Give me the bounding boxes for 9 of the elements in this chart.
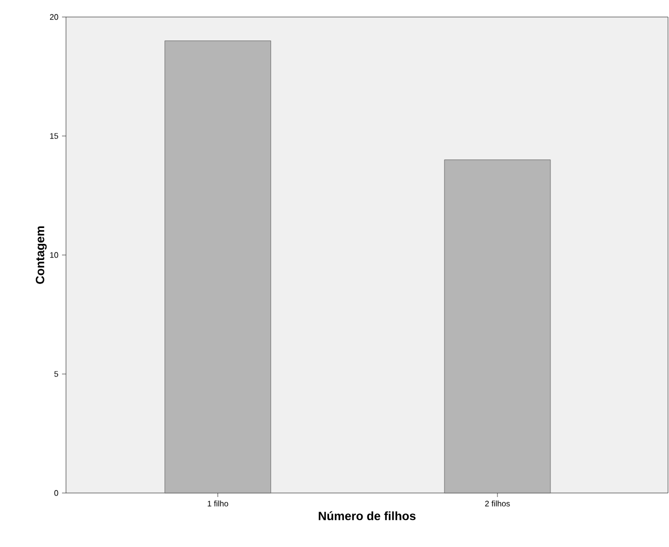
y-axis-title: Contagem (36, 226, 47, 284)
y-tick-label: 15 (50, 133, 58, 139)
x-axis-title: Número de filhos (318, 511, 416, 520)
y-tick-label: 5 (54, 371, 58, 377)
y-tick-label: 20 (50, 14, 58, 20)
y-tick-label: 0 (54, 490, 58, 496)
x-tick-label: 1 filho (208, 500, 228, 506)
y-tick-label: 10 (50, 252, 58, 258)
x-tick-label: 2 filhos (485, 500, 510, 506)
